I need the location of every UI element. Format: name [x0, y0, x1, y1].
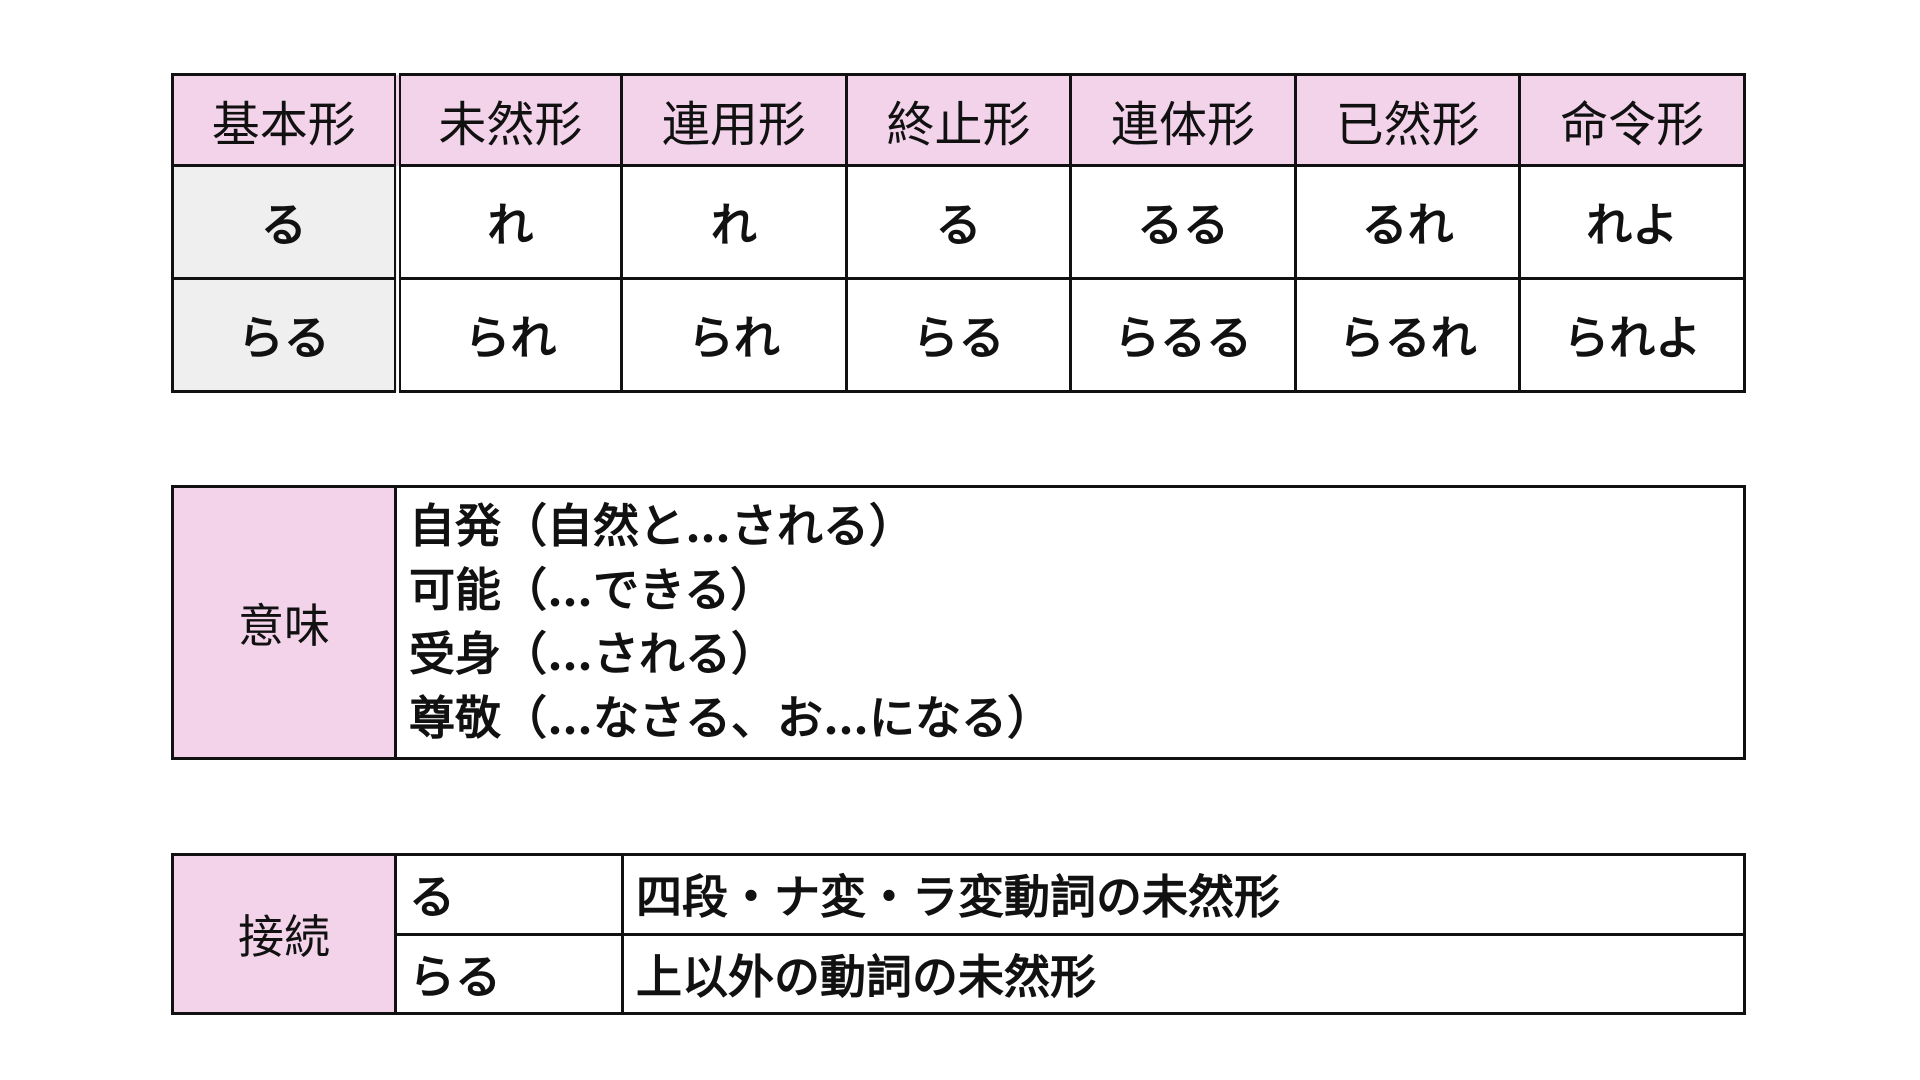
table-cell: れ: [620, 164, 848, 280]
base-form-cell: る: [171, 164, 401, 280]
header-cell: 連用形: [620, 73, 848, 167]
table-cell: る: [844, 164, 1073, 280]
header-cell: 連体形: [1069, 73, 1297, 167]
table-cell: られ: [395, 277, 624, 393]
connection-table: 接続 る 四段・ナ変・ラ変動詞の未然形 らる 上以外の動詞の未然形: [171, 853, 1746, 1015]
header-cell: 未然形: [395, 73, 624, 167]
table-cell: られよ: [1518, 277, 1746, 393]
conjugation-table: 基本形 未然形 連用形 終止形 連体形 已然形 命令形 る れ れ る るる る…: [171, 73, 1746, 393]
table-row: る れ れ る るる るれ れよ: [171, 164, 1746, 280]
meaning-table: 意味 自発（自然と…される） 可能（…できる） 受身（…される） 尊敬（…なさる…: [171, 485, 1746, 760]
table-cell: れ: [395, 164, 624, 280]
header-cell: 已然形: [1293, 73, 1522, 167]
table-cell: らる: [844, 277, 1073, 393]
connection-label: 接続: [171, 853, 397, 1015]
header-cell: 命令形: [1518, 73, 1746, 167]
meaning-label: 意味: [171, 485, 397, 760]
table-row: らる られ られ らる らるる らるれ られよ: [171, 277, 1746, 393]
meaning-item: 自発（自然と…される）: [409, 499, 915, 553]
meaning-item: 可能（…できる）: [409, 563, 777, 617]
meaning-item: 受身（…される）: [409, 627, 777, 681]
meaning-item: 尊敬（…なさる、お…になる）: [409, 691, 1053, 745]
meaning-list: 自発（自然と…される） 可能（…できる） 受身（…される） 尊敬（…なさる、お……: [394, 485, 1746, 760]
connection-suffix: らる: [394, 932, 624, 1015]
base-form-cell: らる: [171, 277, 401, 393]
table-cell: れよ: [1518, 164, 1746, 280]
connection-desc: 上以外の動詞の未然形: [621, 932, 1746, 1015]
table-cell: るる: [1069, 164, 1297, 280]
header-cell: 基本形: [171, 73, 401, 167]
connection-desc: 四段・ナ変・ラ変動詞の未然形: [621, 853, 1746, 936]
header-row: 基本形 未然形 連用形 終止形 連体形 已然形 命令形: [171, 73, 1746, 167]
table-cell: られ: [620, 277, 848, 393]
connection-suffix: る: [394, 853, 624, 936]
table-cell: らるれ: [1293, 277, 1522, 393]
header-cell: 終止形: [844, 73, 1073, 167]
table-cell: るれ: [1293, 164, 1522, 280]
table-cell: らるる: [1069, 277, 1297, 393]
